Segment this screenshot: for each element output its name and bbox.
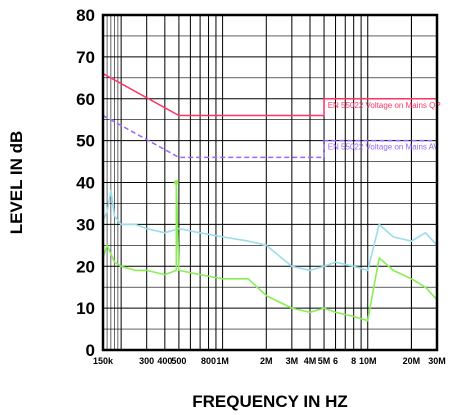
x-tick-label: 10M xyxy=(359,356,377,366)
x-axis-title: FREQUENCY IN HZ xyxy=(192,392,348,411)
y-tick-label: 40 xyxy=(76,174,95,193)
x-tick-label: 150k xyxy=(93,356,114,366)
x-tick-label: 4M xyxy=(304,356,317,366)
x-tick-label: 30M xyxy=(428,356,446,366)
series-line-3 xyxy=(102,181,438,322)
y-axis-title: LEVEL IN dB xyxy=(7,131,26,235)
y-tick-label: 30 xyxy=(76,215,95,234)
limit-line-av xyxy=(102,114,437,159)
plot-frame xyxy=(101,13,439,352)
x-tick-label: 1M xyxy=(216,356,229,366)
x-tick-label: 800 xyxy=(201,356,216,366)
y-tick-label: 50 xyxy=(76,132,95,151)
x-tick-label: 500 xyxy=(171,356,186,366)
limit-label-av: EN 55022 Voltage on Mains AV xyxy=(328,143,440,152)
y-tick-label: 60 xyxy=(76,90,95,109)
series-line-2 xyxy=(102,190,438,272)
y-tick-label: 10 xyxy=(76,299,95,318)
limit-label-qp: EN 55022 Voltage on Mains QP xyxy=(328,101,441,110)
x-tick-label: 2M xyxy=(260,356,273,366)
x-tick-label: 8 xyxy=(351,356,356,366)
y-tick-label: 70 xyxy=(76,48,95,67)
x-tick-label: 20M xyxy=(403,356,421,366)
x-tick-label: 6 xyxy=(333,356,338,366)
x-tick-label: 5M xyxy=(318,356,331,366)
y-tick-label: 80 xyxy=(76,6,95,25)
x-tick-label: 3M xyxy=(286,356,299,366)
x-tick-label: 400 xyxy=(157,356,172,366)
y-tick-label: 0 xyxy=(86,341,95,360)
peak-marker xyxy=(173,180,179,185)
y-tick-label: 20 xyxy=(76,257,95,276)
x-tick-label: 300 xyxy=(139,356,154,366)
limit-line-qp xyxy=(102,72,437,117)
